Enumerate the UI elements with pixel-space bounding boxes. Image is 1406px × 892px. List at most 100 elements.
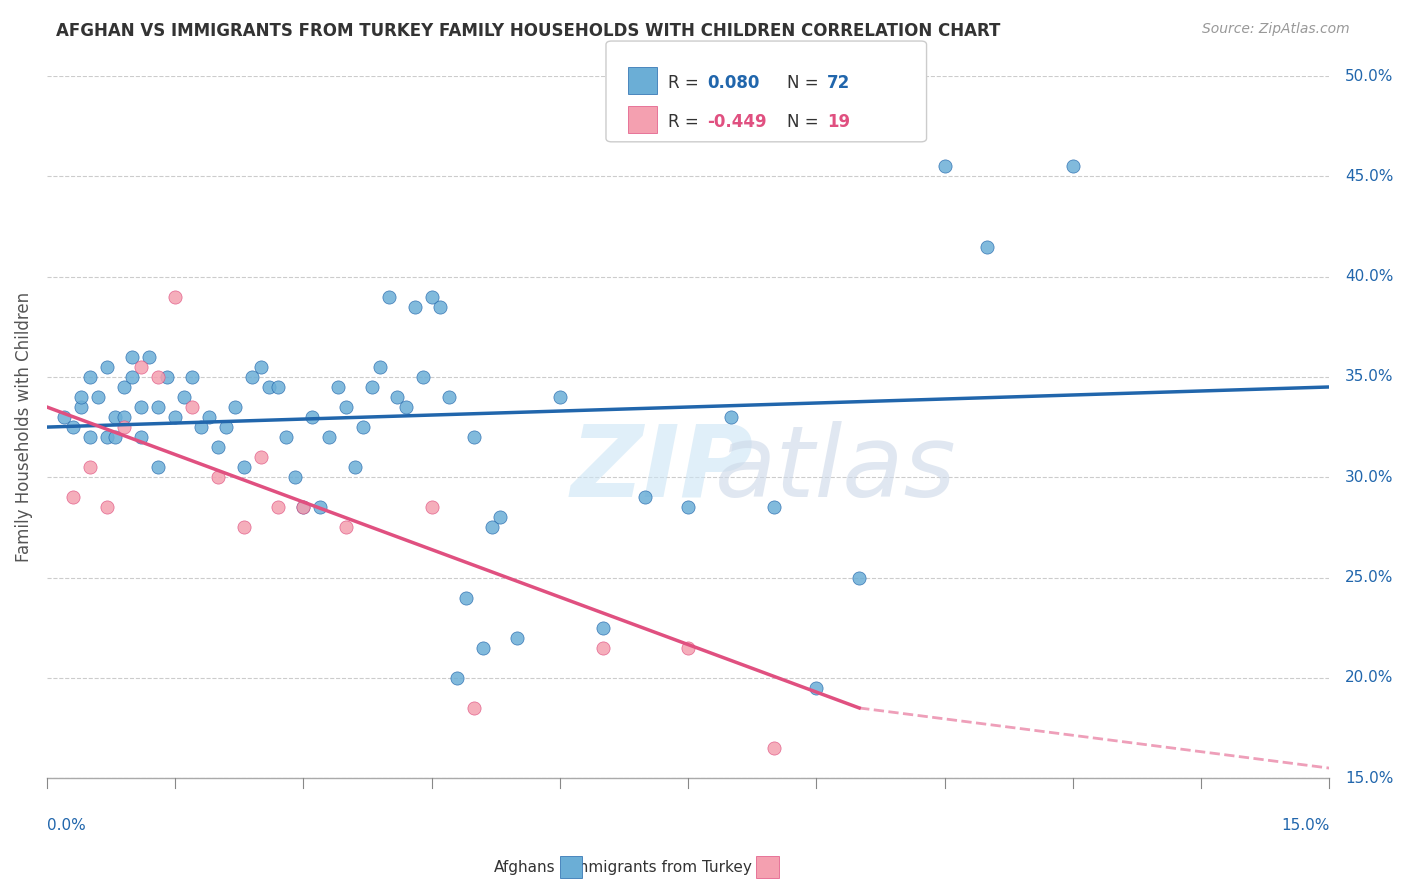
Text: 45.0%: 45.0% [1344, 169, 1393, 184]
Point [762, 500, 785, 515]
Point [62, 491, 84, 505]
Point [1062, 159, 1084, 173]
Text: 0.080: 0.080 [707, 74, 759, 92]
Point [121, 350, 143, 364]
Text: ZIP: ZIP [571, 421, 754, 517]
Point [104, 430, 127, 444]
Point [806, 681, 828, 695]
Point [165, 410, 187, 425]
Point [240, 370, 263, 384]
Point [284, 470, 307, 484]
Point [165, 290, 187, 304]
Point [96, 500, 118, 515]
Point [232, 460, 254, 475]
Text: R =: R = [668, 113, 704, 131]
Point [352, 420, 374, 434]
Point [335, 400, 357, 414]
Point [70, 390, 93, 404]
Point [267, 380, 290, 394]
Point [848, 570, 870, 584]
Point [412, 370, 434, 384]
Text: atlas: atlas [714, 421, 956, 517]
Point [471, 640, 494, 655]
Point [592, 621, 614, 635]
Point [420, 500, 443, 515]
Point [762, 741, 785, 756]
Point [104, 410, 127, 425]
Point [387, 390, 409, 404]
Point [370, 359, 392, 374]
Point [309, 500, 332, 515]
Point [257, 380, 280, 394]
Text: N =: N = [787, 113, 824, 131]
Point [70, 400, 93, 414]
Point [112, 410, 135, 425]
Point [276, 430, 298, 444]
Point [215, 420, 238, 434]
Point [79, 460, 101, 475]
Point [976, 239, 998, 253]
Point [249, 450, 271, 465]
Text: 35.0%: 35.0% [1344, 369, 1393, 384]
Text: 25.0%: 25.0% [1344, 570, 1393, 585]
Point [232, 520, 254, 534]
Point [420, 290, 443, 304]
Point [267, 500, 290, 515]
Point [129, 359, 152, 374]
Point [634, 491, 657, 505]
Point [463, 701, 485, 715]
Text: 50.0%: 50.0% [1344, 69, 1393, 84]
Point [676, 640, 699, 655]
Text: Immigrants from Turkey: Immigrants from Turkey [569, 860, 752, 874]
Point [249, 359, 271, 374]
Point [224, 400, 246, 414]
Text: 15.0%: 15.0% [1344, 771, 1393, 786]
Point [481, 520, 503, 534]
Point [335, 520, 357, 534]
Point [129, 430, 152, 444]
Point [87, 390, 110, 404]
Point [437, 390, 460, 404]
Text: 19: 19 [827, 113, 849, 131]
Point [207, 440, 229, 454]
Point [454, 591, 477, 605]
Point [489, 510, 512, 524]
Point [155, 370, 177, 384]
Point [429, 300, 451, 314]
Text: 40.0%: 40.0% [1344, 269, 1393, 285]
Text: 72: 72 [827, 74, 851, 92]
Point [79, 430, 101, 444]
Point [207, 470, 229, 484]
Point [463, 430, 485, 444]
Y-axis label: Family Households with Children: Family Households with Children [15, 292, 32, 562]
Text: -0.449: -0.449 [707, 113, 766, 131]
Text: N =: N = [787, 74, 824, 92]
Point [138, 350, 160, 364]
Point [318, 430, 340, 444]
Point [404, 300, 426, 314]
Text: 30.0%: 30.0% [1344, 470, 1393, 484]
Point [53, 410, 76, 425]
Point [378, 290, 401, 304]
Point [112, 380, 135, 394]
Point [146, 460, 169, 475]
Point [181, 400, 204, 414]
Point [343, 460, 366, 475]
Point [129, 400, 152, 414]
Point [326, 380, 349, 394]
Text: AFGHAN VS IMMIGRANTS FROM TURKEY FAMILY HOUSEHOLDS WITH CHILDREN CORRELATION CHA: AFGHAN VS IMMIGRANTS FROM TURKEY FAMILY … [56, 22, 1001, 40]
Point [121, 370, 143, 384]
Point [62, 420, 84, 434]
Point [79, 370, 101, 384]
Point [720, 410, 742, 425]
Point [146, 370, 169, 384]
Point [181, 370, 204, 384]
Point [292, 500, 315, 515]
Point [592, 640, 614, 655]
Point [96, 359, 118, 374]
Point [301, 410, 323, 425]
Text: Afghans: Afghans [494, 860, 555, 874]
Point [292, 500, 315, 515]
Point [190, 420, 212, 434]
Text: 0.0%: 0.0% [46, 818, 86, 833]
